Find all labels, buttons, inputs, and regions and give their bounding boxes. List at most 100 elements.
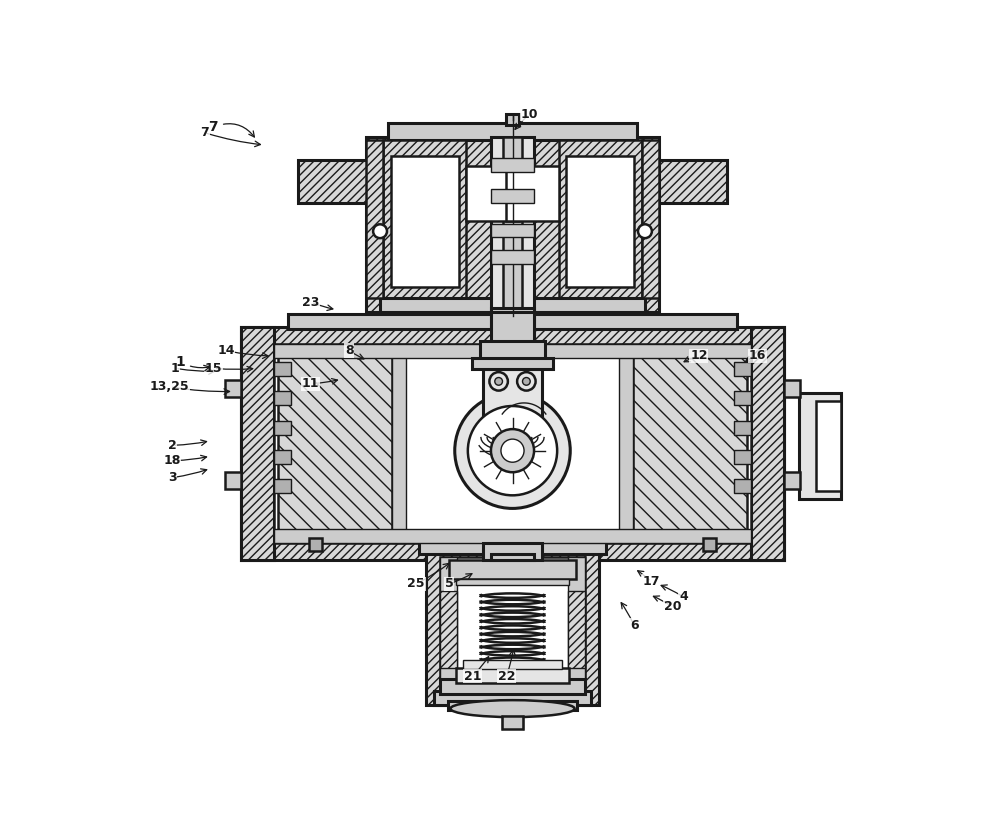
Text: 7: 7 <box>200 126 209 139</box>
Text: 22: 22 <box>498 670 515 683</box>
Bar <box>440 591 457 668</box>
Polygon shape <box>366 140 383 298</box>
Bar <box>472 359 553 369</box>
Circle shape <box>455 393 570 508</box>
Bar <box>703 538 716 551</box>
Circle shape <box>501 439 524 462</box>
Polygon shape <box>642 140 659 298</box>
Text: 10: 10 <box>521 108 538 120</box>
Bar <box>491 189 534 203</box>
Bar <box>274 421 291 435</box>
Bar <box>440 557 457 679</box>
Bar <box>491 251 534 264</box>
Text: 20: 20 <box>664 600 681 614</box>
Bar <box>391 155 459 287</box>
Text: 11: 11 <box>302 377 320 390</box>
Bar <box>380 298 645 312</box>
Bar <box>274 391 291 405</box>
Bar <box>456 668 569 683</box>
Bar <box>388 124 637 140</box>
Bar <box>274 344 751 359</box>
Bar <box>619 344 633 543</box>
Bar <box>225 472 241 489</box>
Text: 23: 23 <box>302 296 319 308</box>
Bar <box>568 557 585 679</box>
Bar <box>241 328 784 560</box>
Circle shape <box>638 224 652 238</box>
Bar <box>366 137 659 312</box>
Bar <box>659 161 727 203</box>
Bar <box>559 140 642 298</box>
Text: 13,25: 13,25 <box>150 380 190 393</box>
Text: 3: 3 <box>168 472 176 484</box>
Bar <box>496 421 529 451</box>
Text: 18: 18 <box>163 454 181 467</box>
Bar <box>274 450 291 464</box>
Bar <box>274 479 291 493</box>
Bar <box>491 312 534 350</box>
Bar <box>734 479 751 493</box>
Bar <box>491 553 534 560</box>
Bar <box>734 391 751 405</box>
Bar <box>298 161 369 203</box>
Bar <box>466 166 519 222</box>
Circle shape <box>489 372 508 390</box>
Text: 7: 7 <box>208 120 254 137</box>
Bar <box>491 223 534 237</box>
Bar <box>434 691 591 705</box>
Bar <box>274 362 291 376</box>
Bar <box>566 155 634 287</box>
Bar <box>734 421 751 435</box>
Text: 16: 16 <box>749 349 766 363</box>
Bar <box>734 450 751 464</box>
Bar <box>506 115 519 125</box>
Circle shape <box>495 378 502 385</box>
Bar <box>440 557 585 679</box>
Text: 1: 1 <box>171 362 180 375</box>
Bar <box>502 716 523 729</box>
Text: 6: 6 <box>630 619 638 632</box>
Text: 4: 4 <box>679 590 688 604</box>
Text: 15: 15 <box>205 362 222 375</box>
Text: 8: 8 <box>345 344 354 357</box>
Bar <box>456 579 569 585</box>
Bar <box>506 166 559 222</box>
Text: 17: 17 <box>642 575 660 588</box>
Text: 2: 2 <box>168 439 177 451</box>
Bar <box>278 349 392 539</box>
Bar <box>491 158 534 172</box>
Bar <box>568 591 585 668</box>
Bar <box>734 362 751 376</box>
Bar <box>799 393 841 499</box>
Bar <box>784 380 800 397</box>
Text: 5: 5 <box>445 578 454 590</box>
Bar <box>309 538 322 551</box>
Circle shape <box>491 429 534 472</box>
Text: 25: 25 <box>408 578 425 590</box>
Bar <box>419 542 606 553</box>
Circle shape <box>517 372 536 390</box>
Bar <box>241 328 274 560</box>
Bar <box>503 137 522 341</box>
Bar <box>483 543 542 560</box>
Circle shape <box>373 224 387 238</box>
Bar <box>449 560 576 579</box>
Bar <box>491 308 534 328</box>
Text: 21: 21 <box>464 670 481 683</box>
Bar <box>274 529 751 543</box>
Bar <box>784 472 800 489</box>
Bar <box>491 137 534 312</box>
Bar <box>383 140 466 298</box>
Text: 12: 12 <box>690 349 708 363</box>
Bar <box>288 314 737 329</box>
Bar <box>448 701 577 710</box>
Circle shape <box>523 378 530 385</box>
Bar <box>480 341 545 363</box>
Text: 14: 14 <box>217 344 235 357</box>
Bar <box>392 344 406 543</box>
Bar <box>633 349 747 539</box>
Bar <box>483 369 542 421</box>
Text: 1: 1 <box>175 355 210 371</box>
Bar <box>440 679 585 694</box>
Bar <box>751 328 784 560</box>
